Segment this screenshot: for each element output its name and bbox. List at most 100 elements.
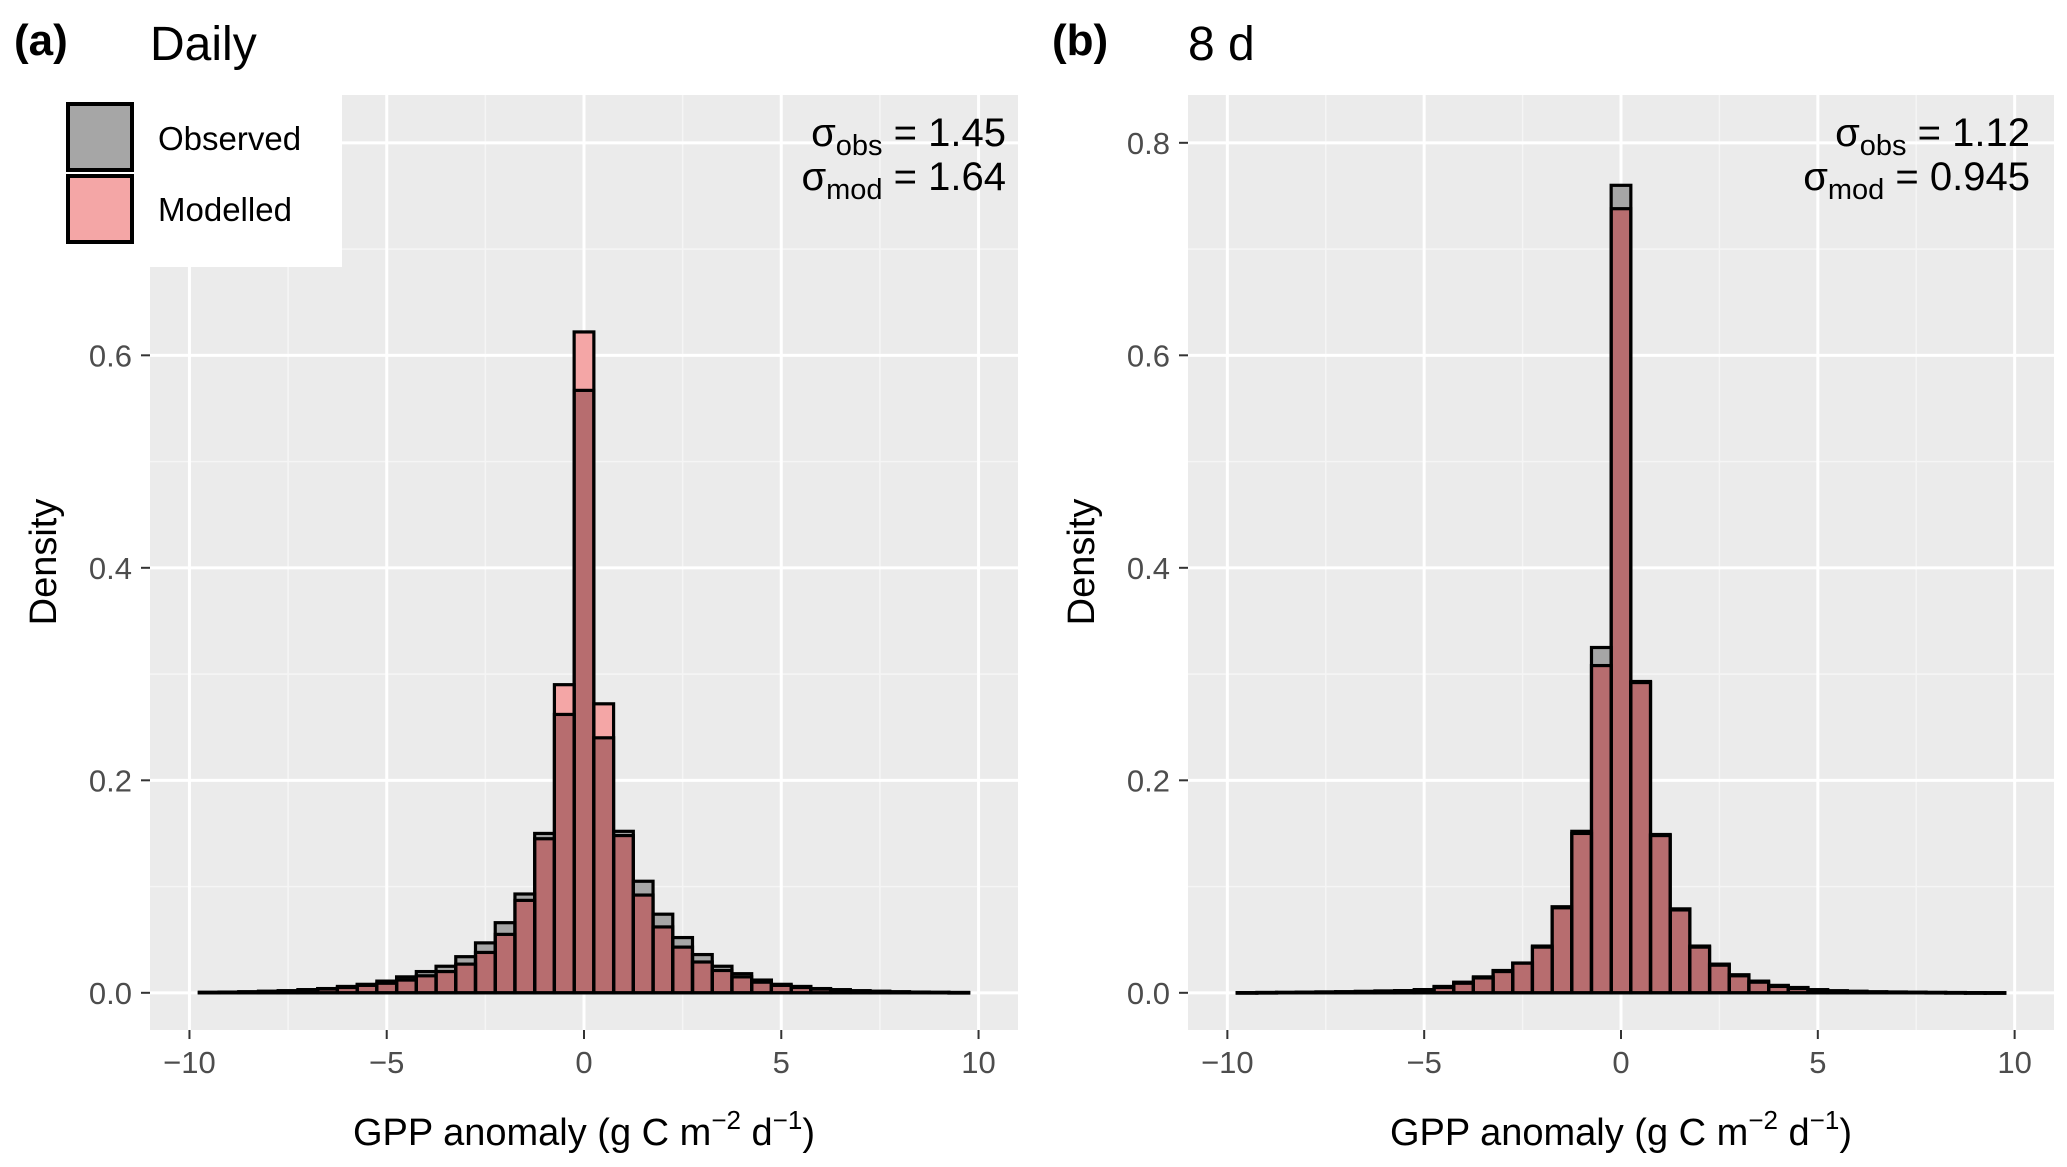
bars-a: [197, 330, 971, 995]
panel-tag-a: (a): [14, 16, 68, 65]
y-tick-label: 0.4: [1127, 551, 1170, 586]
panel-a: (a) Daily 0.0 0.2 0.4 0.6 −10 −5 0 5 10 Observe…: [14, 16, 1018, 1154]
x-tick-label: −5: [1407, 1045, 1442, 1080]
bar-outline-modelled: [1353, 989, 1377, 995]
bar-overlap: [455, 964, 476, 993]
bar-observed: [534, 833, 555, 839]
bar-outline-modelled: [1294, 990, 1318, 995]
bar-outline-modelled: [1806, 988, 1830, 995]
y-tick-label: 0.6: [89, 338, 132, 373]
panel-title-a: Daily: [150, 18, 257, 71]
legend-key-observed: [66, 102, 134, 172]
sigma-mod-annotation-a: σmod = 1.64: [801, 155, 1006, 206]
bar-outline-modelled: [1235, 990, 1259, 995]
legend: Observed Modelled: [66, 95, 342, 267]
bar-observed: [613, 831, 634, 836]
bar-outline-modelled: [1373, 989, 1397, 995]
x-tick-label: −10: [163, 1045, 216, 1080]
bar-overlap: [653, 926, 673, 993]
bar-outline-modelled: [1983, 991, 2007, 995]
bar-outline-modelled: [947, 990, 971, 995]
y-tick-label: 0.0: [1127, 976, 1170, 1011]
bar-overlap: [475, 952, 496, 993]
bars-b: [1235, 183, 2007, 995]
bar-overlap: [712, 970, 732, 993]
bar-outline-modelled: [1904, 990, 1928, 995]
bar-overlap: [692, 962, 713, 993]
bar-overlap: [337, 987, 358, 993]
bar-outline-modelled: [1924, 990, 1948, 995]
x-ticks-b: −10 −5 0 5 10: [1201, 1030, 2032, 1080]
bar-overlap: [1532, 947, 1553, 993]
bar-observed: [692, 954, 713, 962]
bar-overlap: [1630, 682, 1651, 993]
bar-outline-modelled: [572, 330, 596, 995]
bar-observed: [712, 966, 732, 971]
bar-overlap: [514, 900, 535, 993]
x-tick-label: 0: [1612, 1045, 1629, 1080]
bar-overlap: [534, 838, 555, 993]
bar-outline-modelled: [197, 990, 221, 995]
legend-key-modelled: [66, 174, 134, 244]
bar-outline-modelled: [1885, 990, 1908, 995]
bar-overlap: [633, 895, 654, 993]
bar-outline-modelled: [868, 989, 892, 995]
legend-label-modelled: Modelled: [158, 191, 292, 228]
panel-b: (b) 8 d 0.0 0.2 0.4 0.6 0.8 −10 −5 0 5 10 σobs =…: [1052, 16, 2054, 1154]
bar-overlap: [317, 988, 338, 993]
bar-overlap: [376, 983, 397, 993]
bar-outline-modelled: [907, 990, 931, 995]
x-tick-label: 5: [773, 1045, 790, 1080]
y-ticks-a: 0.0 0.2 0.4 0.6: [89, 338, 150, 1011]
y-tick-label: 0.4: [89, 551, 132, 586]
bar-overlap: [436, 971, 456, 993]
bar-modelled: [593, 703, 614, 738]
x-tick-label: −10: [1201, 1045, 1254, 1080]
x-tick-label: 10: [1997, 1045, 2031, 1080]
bar-outline-modelled: [256, 989, 280, 995]
x-tick-label: 10: [961, 1045, 995, 1080]
y-tick-label: 0.0: [89, 976, 132, 1011]
sigma-obs-annotation-a: σobs = 1.45: [811, 111, 1006, 162]
bar-outline-modelled: [828, 988, 852, 995]
bar-overlap: [495, 934, 515, 993]
y-axis-title-a: Density: [23, 499, 65, 626]
bar-overlap: [1552, 907, 1572, 993]
bar-overlap: [672, 947, 693, 993]
legend-label-observed: Observed: [158, 120, 301, 157]
x-tick-label: 5: [1809, 1045, 1826, 1080]
bar-observed: [475, 942, 496, 953]
bar-observed: [672, 937, 693, 948]
x-axis-title-a: GPP anomaly (g C m−2 d−1): [353, 1105, 815, 1154]
y-tick-label: 0.8: [1127, 126, 1170, 161]
bar-overlap: [1473, 977, 1494, 993]
x-tick-label: −5: [369, 1045, 404, 1080]
y-tick-label: 0.2: [1127, 763, 1170, 798]
bar-overlap: [751, 982, 772, 993]
bar-overlap: [1512, 963, 1533, 993]
sigma-obs-annotation-b: σobs = 1.12: [1835, 111, 2030, 162]
bar-outline-modelled: [1944, 990, 1968, 995]
bar-overlap: [771, 985, 792, 993]
bar-overlap: [1788, 988, 1808, 993]
bar-outline-modelled: [927, 990, 951, 995]
bar-observed: [633, 881, 654, 896]
bar-modelled: [574, 331, 594, 391]
bar-overlap: [791, 987, 811, 993]
sigma-mod-annotation-b: σmod = 0.945: [1803, 155, 2030, 206]
bar-outline-modelled: [848, 989, 872, 995]
bar-outline-modelled: [1865, 990, 1889, 995]
bar-overlap: [554, 714, 575, 993]
bar-overlap: [1689, 947, 1710, 993]
x-tick-label: 0: [575, 1045, 592, 1080]
bar-overlap: [1453, 983, 1474, 993]
bar-observed: [436, 966, 456, 972]
bar-outline-modelled: [1314, 990, 1338, 995]
bar-observed: [495, 922, 515, 935]
bar-overlap: [574, 390, 594, 993]
bar-outline-modelled: [237, 990, 261, 995]
bar-overlap: [613, 835, 634, 993]
bar-outline-modelled: [1845, 990, 1869, 995]
bar-overlap: [1493, 971, 1513, 993]
panel-title-b: 8 d: [1188, 18, 1255, 71]
